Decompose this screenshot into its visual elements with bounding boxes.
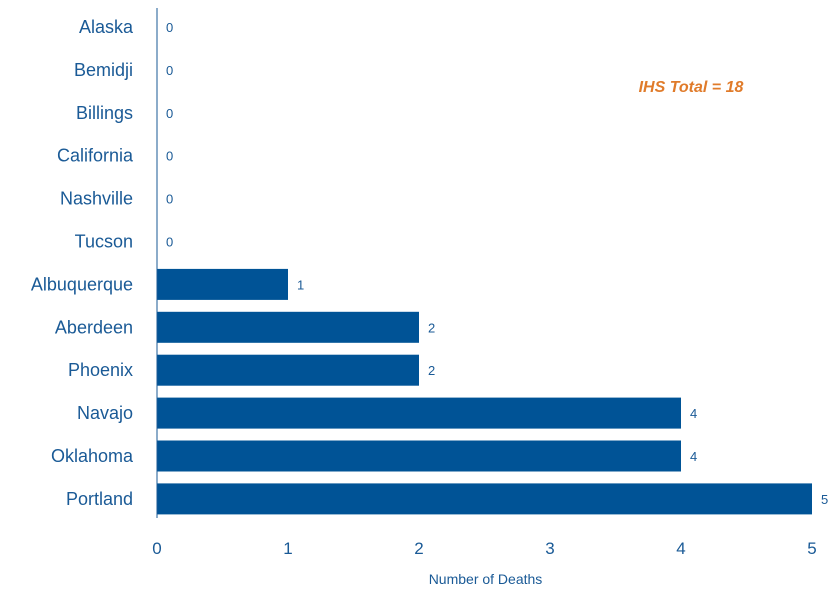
bar-phoenix — [157, 354, 419, 386]
bars-group — [157, 268, 812, 515]
value-labels: 0 0 0 0 0 0 1 2 2 4 4 5 — [166, 20, 828, 507]
category-label-oklahoma: Oklahoma — [51, 446, 134, 466]
x-tick-label-5: 5 — [807, 539, 816, 558]
value-label-billings: 0 — [166, 106, 173, 121]
bar-navajo — [157, 397, 681, 429]
value-label-navajo: 4 — [690, 406, 697, 421]
x-axis-title: Number of Deaths — [429, 571, 543, 587]
category-label-portland: Portland — [66, 489, 133, 509]
x-tick-labels: 0 1 2 3 4 5 — [152, 539, 816, 558]
category-label-tucson: Tucson — [75, 232, 133, 252]
category-labels: Alaska Bemidji Billings California Nashville… — [31, 17, 134, 509]
bar-aberdeen — [157, 311, 419, 343]
category-label-aberdeen: Aberdeen — [55, 317, 133, 337]
category-label-phoenix: Phoenix — [68, 360, 133, 380]
category-label-albuquerque: Albuquerque — [31, 274, 133, 294]
category-label-alaska: Alaska — [79, 17, 134, 37]
x-tick-label-2: 2 — [414, 539, 423, 558]
bar-portland — [157, 483, 812, 515]
x-tick-label-0: 0 — [152, 539, 161, 558]
bar-albuquerque — [157, 268, 288, 300]
x-tick-label-3: 3 — [545, 539, 554, 558]
category-label-navajo: Navajo — [77, 403, 133, 423]
value-label-alaska: 0 — [166, 20, 173, 35]
value-label-portland: 5 — [821, 492, 828, 507]
value-label-phoenix: 2 — [428, 363, 435, 378]
category-label-nashville: Nashville — [60, 189, 133, 209]
value-label-bemidji: 0 — [166, 63, 173, 78]
value-label-nashville: 0 — [166, 192, 173, 207]
value-label-aberdeen: 2 — [428, 320, 435, 335]
bar-oklahoma — [157, 440, 681, 472]
value-label-oklahoma: 4 — [690, 449, 697, 464]
x-tick-label-1: 1 — [283, 539, 292, 558]
value-label-albuquerque: 1 — [297, 277, 304, 292]
value-label-tucson: 0 — [166, 235, 173, 250]
category-label-billings: Billings — [76, 103, 133, 123]
value-label-california: 0 — [166, 149, 173, 164]
x-tick-label-4: 4 — [676, 539, 685, 558]
ihs-total-annotation: IHS Total = 18 — [639, 79, 744, 96]
category-label-california: California — [57, 146, 134, 166]
category-label-bemidji: Bemidji — [74, 60, 133, 80]
